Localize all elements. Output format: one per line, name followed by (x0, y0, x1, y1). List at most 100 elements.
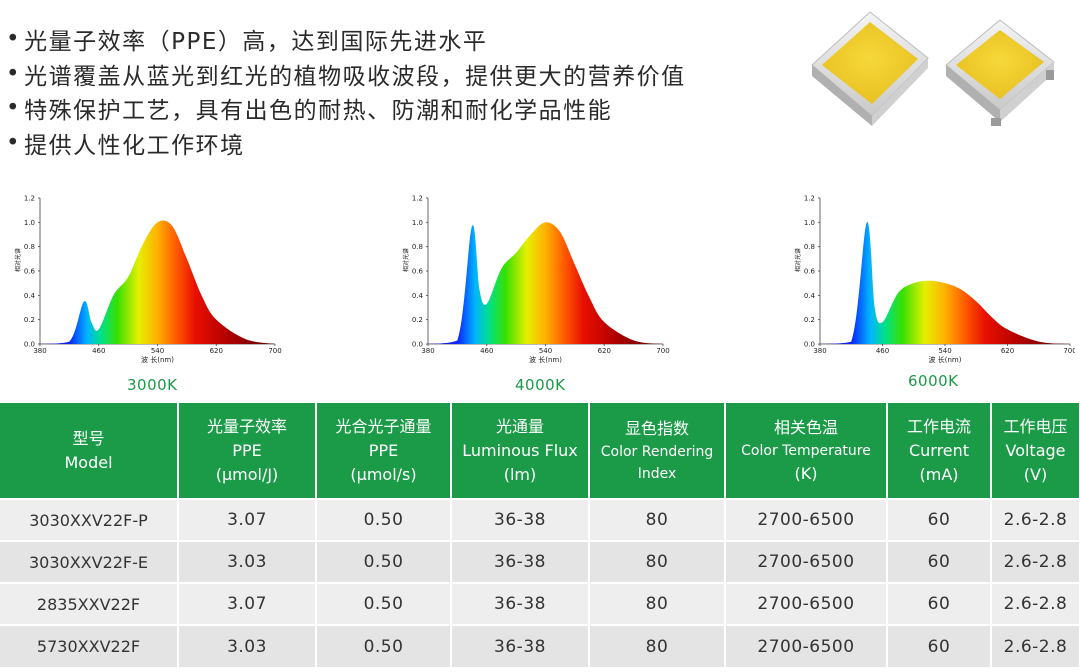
cell-model: 2835XXV22F (0, 582, 179, 625)
y-tick-label: 0.4 (24, 292, 36, 300)
cell-cri: 80 (589, 582, 726, 625)
cell-voltage: 2.6-2.8 (991, 582, 1080, 625)
table-row: 3030XXV22F-E 3.03 0.50 36-38 80 2700-650… (0, 540, 1080, 583)
table-row: 2835XXV22F 3.07 0.50 36-38 80 2700-6500 … (0, 582, 1080, 625)
x-axis-label: 波 长(nm) (929, 355, 962, 364)
spectrum-chart-3000k: 1.2 1.0 0.8 0.6 0.4 0.2 0.0 380 460 540 620 700 相对光谱… (10, 186, 290, 395)
y-tick-label: 1.0 (24, 219, 35, 227)
led-chip-left-icon (811, 11, 929, 126)
x-tick-label: 620 (210, 347, 223, 355)
column-header-ppe-efficiency: 光量子效率 PPE (μmol/J) (178, 403, 317, 499)
cell-current: 60 (887, 498, 992, 541)
feature-text: 特殊保护工艺，具有出色的耐热、防潮和耐化学品性能 (24, 98, 613, 125)
cell-flux: 36-38 (451, 624, 590, 667)
cell-flux: 36-38 (451, 582, 590, 625)
x-tick-label: 460 (876, 347, 889, 355)
bullet-dot: • (6, 129, 22, 156)
y-axis-label: 相对光谱 (14, 248, 22, 272)
cell-model: 3030XXV22F-P (0, 498, 179, 541)
column-header-model: 型号 Model (0, 403, 179, 499)
cell-current: 60 (887, 624, 992, 667)
spectrum-chart-6000k: 1.2 1.0 0.8 0.6 0.4 0.2 0.0 380 460 540 620 700 相对光谱… (790, 186, 1075, 391)
x-axis-label: 波 长(nm) (141, 355, 174, 364)
x-tick-label: 620 (598, 347, 611, 355)
column-header-voltage: 工作电压 Voltage (V) (991, 403, 1080, 499)
cell-cri: 80 (589, 540, 726, 583)
cell-current: 60 (887, 540, 992, 583)
y-tick-label: 0.2 (804, 316, 815, 324)
y-tick-label: 0.8 (24, 243, 35, 251)
feature-item: • 光谱覆盖从蓝光到红光的植物吸收波段，提供更大的营养价值 (6, 57, 786, 92)
cell-flux: 36-38 (451, 498, 590, 541)
cell-voltage: 2.6-2.8 (991, 624, 1080, 667)
cell-ppe: 3.07 (178, 582, 317, 625)
spectrum-chart-4000k: 1.2 1.0 0.8 0.6 0.4 0.2 0.0 380 460 540 620 700 相对光谱… (398, 186, 678, 395)
x-tick-label: 540 (539, 347, 552, 355)
feature-list: • 光量子效率（PPE）高，达到国际先进水平 • 光谱覆盖从蓝光到红光的植物吸收波段… (6, 22, 786, 160)
cell-ppe: 3.07 (178, 498, 317, 541)
y-tick-label: 0.4 (804, 292, 816, 300)
spectrum-area (40, 220, 275, 344)
y-tick-label: 0.0 (24, 341, 35, 349)
y-tick-label: 0.6 (24, 268, 36, 276)
cell-cct: 2700-6500 (725, 582, 888, 625)
column-header-ppf: 光合光子通量 PPE (μmol/s) (316, 403, 452, 499)
cell-current: 60 (887, 582, 992, 625)
y-tick-label: 0.0 (804, 341, 815, 349)
x-tick-label: 380 (421, 347, 434, 355)
cell-model: 3030XXV22F-E (0, 540, 179, 583)
y-tick-label: 0.8 (804, 243, 815, 251)
cell-cct: 2700-6500 (725, 624, 888, 667)
column-header-current: 工作电流 Current (mA) (887, 403, 992, 499)
column-header-cri: 显色指数 Color Rendering Index (589, 403, 726, 499)
cell-cct: 2700-6500 (725, 498, 888, 541)
cell-ppf: 0.50 (316, 498, 452, 541)
spectrum-area (428, 222, 663, 344)
x-tick-label: 380 (813, 347, 826, 355)
bullet-dot: • (6, 60, 22, 87)
x-tick-label: 540 (938, 347, 951, 355)
cell-cri: 80 (589, 624, 726, 667)
y-tick-label: 0.6 (804, 268, 816, 276)
column-header-cct: 相关色温 Color Temperature (K) (725, 403, 888, 499)
cell-flux: 36-38 (451, 540, 590, 583)
y-tick-label: 1.2 (24, 195, 35, 203)
cell-cct: 2700-6500 (725, 540, 888, 583)
spec-table: 型号 Model 光量子效率 PPE (μmol/J) 光合光子通量 PPE (μmol/… (0, 403, 1080, 667)
y-tick-label: 1.2 (412, 195, 423, 203)
cell-cri: 80 (589, 498, 726, 541)
feature-item: • 特殊保护工艺，具有出色的耐热、防潮和耐化学品性能 (6, 91, 786, 126)
y-tick-label: 0.2 (412, 316, 423, 324)
x-tick-label: 700 (656, 347, 669, 355)
cell-ppe: 3.03 (178, 540, 317, 583)
y-axis-label: 相对光谱 (402, 248, 410, 272)
spectrum-label: 4000K (515, 376, 566, 394)
y-tick-label: 0.6 (412, 268, 424, 276)
spectrum-label: 3000K (127, 376, 178, 394)
x-tick-label: 380 (33, 347, 46, 355)
led-chip-right-icon (945, 19, 1055, 126)
x-tick-label: 460 (480, 347, 493, 355)
table-row: 5730XXV22F 3.03 0.50 36-38 80 2700-6500 … (0, 624, 1080, 667)
feature-text: 光谱覆盖从蓝光到红光的植物吸收波段，提供更大的营养价值 (24, 63, 686, 90)
spectrum-area (820, 222, 1070, 344)
y-tick-label: 0.4 (412, 292, 424, 300)
y-tick-label: 1.0 (804, 219, 815, 227)
x-axis-label: 波 长(nm) (529, 355, 562, 364)
x-tick-label: 540 (151, 347, 164, 355)
bullet-dot: • (6, 95, 22, 122)
y-tick-label: 0.0 (412, 341, 423, 349)
spectrum-label: 6000K (908, 372, 959, 390)
feature-item: • 提供人性化工作环境 (6, 126, 786, 161)
feature-text: 光量子效率（PPE）高，达到国际先进水平 (24, 29, 488, 56)
y-tick-label: 1.2 (804, 195, 815, 203)
column-header-luminous-flux: 光通量 Luminous Flux (lm) (451, 403, 590, 499)
x-tick-label: 620 (1001, 347, 1014, 355)
y-tick-label: 1.0 (412, 219, 423, 227)
y-tick-label: 0.2 (24, 316, 35, 324)
y-axis-label: 相对光谱 (794, 248, 802, 272)
x-tick-label: 700 (1063, 347, 1075, 355)
